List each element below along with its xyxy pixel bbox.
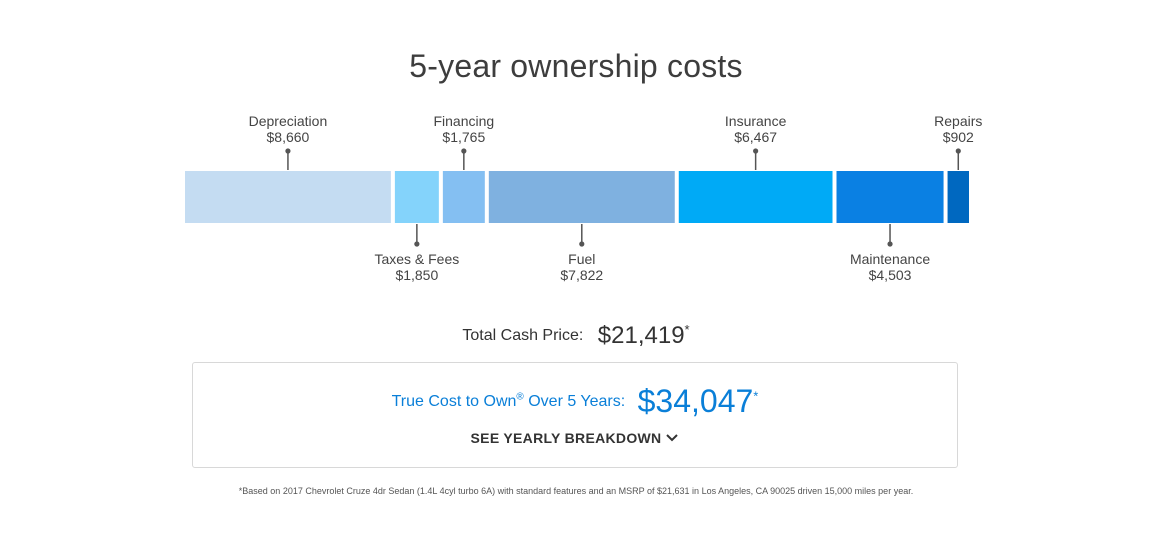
leader-dot-financing	[461, 148, 467, 154]
total-cash-value: $21,419*	[597, 322, 690, 349]
value-label-financing: $1,765	[442, 129, 485, 145]
value-label-maintenance: $4,503	[869, 267, 912, 283]
leader-dot-insurance	[753, 148, 759, 154]
value-label-insurance: $6,467	[734, 129, 777, 145]
bar-segment-fuel	[488, 171, 675, 223]
value-label-depreciation: $8,660	[267, 129, 310, 145]
category-label-fuel: Fuel	[568, 251, 595, 267]
see-yearly-breakdown-label: SEE YEARLY BREAKDOWN	[470, 430, 662, 446]
value-label-fuel: $7,822	[560, 267, 603, 283]
see-yearly-breakdown-button[interactable]: SEE YEARLY BREAKDOWN	[471, 430, 680, 446]
category-label-depreciation: Depreciation	[249, 113, 328, 129]
true-cost-value: $34,047*	[637, 383, 759, 419]
leader-dot-maintenance	[887, 241, 893, 247]
bar-segment-maintenance	[836, 171, 944, 223]
chevron-down-icon	[666, 434, 679, 442]
bar-segment-taxes-fees	[394, 171, 439, 223]
chart-title: 5-year ownership costs	[409, 48, 743, 84]
total-cash-label: Total Cash Price:	[462, 327, 584, 344]
category-label-insurance: Insurance	[725, 113, 787, 129]
cost-breakdown-chart: Depreciation$8,660 Taxes & Fees$1,850 Fina…	[185, 113, 982, 283]
category-label-maintenance: Maintenance	[850, 251, 930, 267]
bar-segment-repairs	[947, 171, 969, 223]
category-label-financing: Financing	[433, 113, 494, 129]
value-label-taxes-fees: $1,850	[395, 267, 438, 283]
bar-segment-insurance	[678, 171, 833, 223]
footnote: *Based on 2017 Chevrolet Cruze 4dr Sedan…	[238, 486, 914, 496]
category-label-taxes-fees: Taxes & Fees	[374, 251, 459, 267]
bar-segment-depreciation	[185, 171, 391, 223]
bar-segment-financing	[442, 171, 485, 223]
category-label-repairs: Repairs	[934, 113, 982, 129]
leader-dot-fuel	[579, 241, 585, 247]
leader-dot-taxes-fees	[414, 241, 420, 247]
total-cash-row: Total Cash Price: $21,419*	[0, 322, 1152, 350]
leader-dot-repairs	[955, 148, 961, 154]
value-label-repairs: $902	[943, 129, 974, 145]
leader-dot-depreciation	[285, 148, 291, 154]
true-cost-label: True Cost to Own® Over 5 Years:	[391, 391, 626, 411]
true-cost-box: True Cost to Own® Over 5 Years: $34,047*…	[192, 362, 958, 468]
